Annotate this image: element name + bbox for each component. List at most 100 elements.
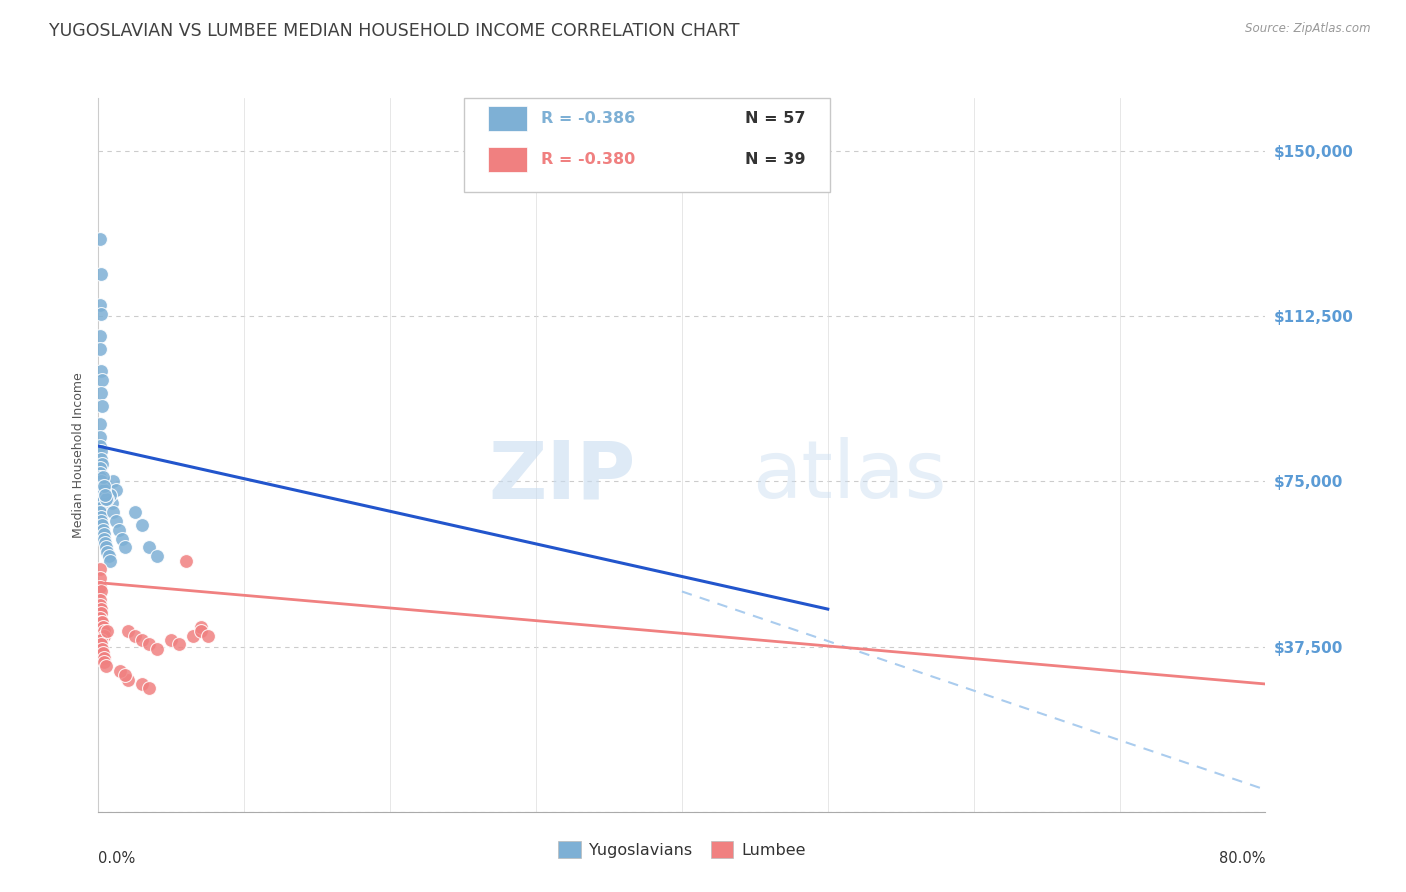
Point xyxy=(93,479,115,493)
Text: ZIP: ZIP xyxy=(488,437,636,516)
Point xyxy=(131,632,153,647)
Point xyxy=(90,452,112,467)
Point xyxy=(89,470,111,484)
Point xyxy=(90,514,112,528)
Point xyxy=(110,664,132,678)
Point xyxy=(97,549,120,564)
Point xyxy=(89,505,111,519)
Point xyxy=(89,342,111,356)
Point xyxy=(181,628,204,642)
Point xyxy=(89,580,111,594)
Point xyxy=(93,628,115,642)
Point xyxy=(90,615,112,630)
Point xyxy=(93,491,115,506)
Point xyxy=(91,470,114,484)
Point xyxy=(90,632,112,647)
Point xyxy=(89,496,111,510)
Point xyxy=(90,584,112,599)
Point xyxy=(94,541,117,555)
Point xyxy=(91,615,114,630)
Point xyxy=(89,232,111,246)
Point xyxy=(94,491,117,506)
Point xyxy=(90,307,112,321)
Point xyxy=(89,430,111,444)
Legend: Yugoslavians, Lumbee: Yugoslavians, Lumbee xyxy=(551,835,813,864)
Point xyxy=(90,268,112,282)
Point xyxy=(89,439,111,453)
Point xyxy=(91,641,114,656)
Point xyxy=(96,624,118,639)
Point xyxy=(89,571,111,585)
Text: atlas: atlas xyxy=(752,437,946,516)
Point xyxy=(90,637,112,651)
Point xyxy=(89,593,111,607)
Point xyxy=(89,500,111,515)
Point xyxy=(104,514,127,528)
Point xyxy=(91,646,114,660)
Point xyxy=(96,545,118,559)
Point xyxy=(174,554,197,568)
Point xyxy=(91,518,114,533)
Point xyxy=(114,668,136,682)
Point xyxy=(90,364,112,378)
Point xyxy=(91,483,114,498)
Point xyxy=(124,628,146,642)
Point xyxy=(104,483,127,498)
Point xyxy=(114,541,136,555)
Point xyxy=(90,386,112,401)
Point xyxy=(91,620,114,634)
Point xyxy=(190,624,212,639)
Text: 80.0%: 80.0% xyxy=(1219,851,1265,866)
Point xyxy=(190,620,212,634)
Point xyxy=(146,549,169,564)
Point xyxy=(93,532,115,546)
Point xyxy=(94,536,117,550)
Point xyxy=(89,611,111,625)
Point xyxy=(98,554,121,568)
Text: YUGOSLAVIAN VS LUMBEE MEDIAN HOUSEHOLD INCOME CORRELATION CHART: YUGOSLAVIAN VS LUMBEE MEDIAN HOUSEHOLD I… xyxy=(49,22,740,40)
Point xyxy=(131,518,153,533)
Point xyxy=(98,487,121,501)
Point xyxy=(90,475,112,489)
Point xyxy=(138,637,160,651)
Text: Source: ZipAtlas.com: Source: ZipAtlas.com xyxy=(1246,22,1371,36)
Point xyxy=(89,461,111,475)
Point xyxy=(90,607,112,621)
Point xyxy=(93,650,115,665)
Text: R = -0.386: R = -0.386 xyxy=(541,112,636,126)
Point xyxy=(117,673,139,687)
Point xyxy=(91,487,114,501)
Point xyxy=(100,496,122,510)
Point xyxy=(90,509,112,524)
Point xyxy=(89,298,111,312)
Point xyxy=(146,641,169,656)
Point xyxy=(138,541,160,555)
Point xyxy=(89,329,111,343)
Point xyxy=(197,628,219,642)
Point xyxy=(89,562,111,576)
Point xyxy=(167,637,190,651)
Point xyxy=(90,479,112,493)
Text: N = 39: N = 39 xyxy=(745,153,806,167)
Point xyxy=(101,475,124,489)
Point xyxy=(131,677,153,691)
Point xyxy=(94,659,117,673)
Point xyxy=(89,417,111,431)
Point xyxy=(93,655,115,669)
Point xyxy=(124,505,146,519)
Point xyxy=(111,532,134,546)
Point xyxy=(117,624,139,639)
Text: R = -0.380: R = -0.380 xyxy=(541,153,636,167)
Y-axis label: Median Household Income: Median Household Income xyxy=(72,372,86,538)
Point xyxy=(91,400,114,414)
Point xyxy=(90,373,112,387)
Point xyxy=(138,681,160,696)
Point xyxy=(108,523,131,537)
Point xyxy=(89,466,111,480)
Point xyxy=(101,505,124,519)
Point xyxy=(91,457,114,471)
Point xyxy=(89,598,111,612)
Point xyxy=(93,483,115,498)
Point xyxy=(93,624,115,639)
Point xyxy=(94,487,117,501)
